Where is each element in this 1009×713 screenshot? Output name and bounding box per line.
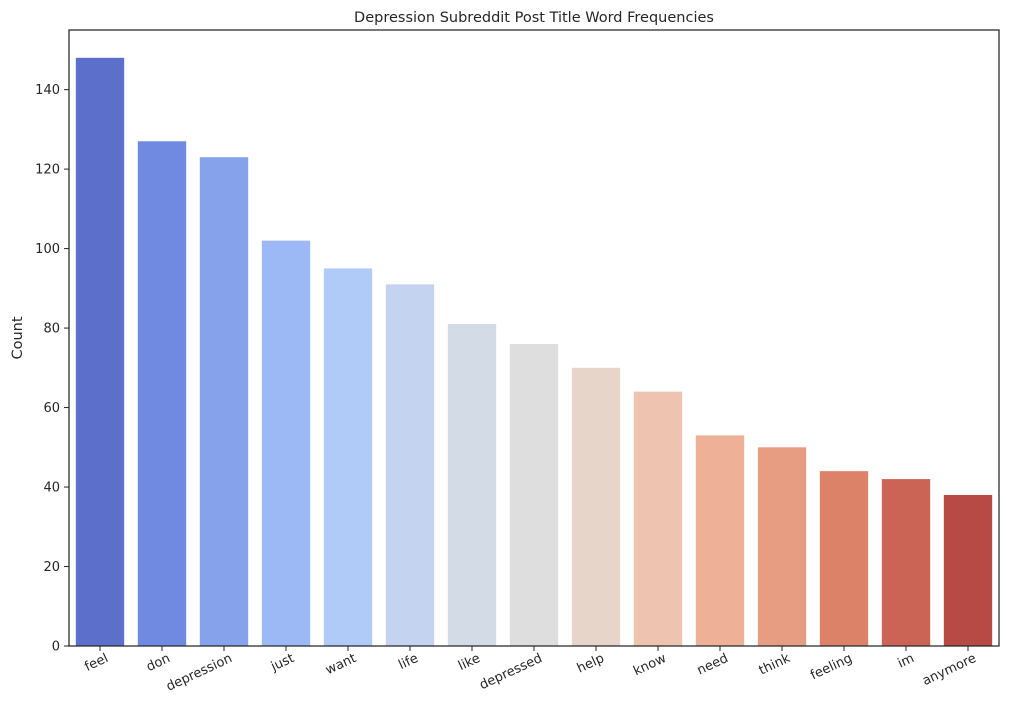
bar-need [695, 435, 745, 646]
x-tick-label: help [575, 651, 607, 676]
bar-depression [199, 157, 249, 646]
x-tick-label: life [396, 651, 420, 673]
bar-anymore [943, 494, 993, 646]
x-tick-label: feeling [808, 651, 854, 683]
x-tick-label: im [896, 651, 917, 671]
y-tick-label: 0 [52, 640, 60, 655]
bar-depressed [509, 343, 559, 646]
x-tick-label: depressed [477, 651, 544, 693]
bar-feel [75, 57, 125, 647]
bars-group [75, 57, 993, 647]
y-tick-label: 80 [43, 322, 60, 337]
bar-just [261, 240, 311, 646]
x-tick-label: depression [164, 651, 235, 695]
y-tick-label: 20 [43, 560, 60, 575]
x-tick-label: feel [82, 651, 110, 675]
y-axis-label: Count [10, 316, 26, 359]
bar-think [757, 447, 807, 646]
chart-title: Depression Subreddit Post Title Word Fre… [354, 10, 714, 26]
x-tick-label: just [268, 651, 297, 675]
bar-don [137, 141, 187, 647]
x-tick-label: anymore [920, 651, 979, 689]
bar-life [385, 284, 435, 646]
bar-like [447, 324, 497, 646]
y-tick-label: 100 [35, 242, 60, 257]
y-tick-label: 40 [43, 481, 60, 496]
y-tick-label: 140 [35, 83, 60, 98]
x-tick-label: like [456, 651, 483, 674]
y-ticks: 0 20 40 60 80 100 120 140 [35, 83, 69, 655]
x-tick-label: don [144, 651, 173, 675]
x-tick-label: know [631, 651, 669, 679]
bar-want [323, 268, 373, 646]
bar-feeling [819, 471, 869, 646]
axes-frame [68, 29, 1000, 647]
bar-help [571, 367, 621, 646]
x-tick-label: want [323, 651, 358, 678]
y-tick-label: 60 [43, 401, 60, 416]
bar-im [881, 479, 931, 646]
x-tick-label: need [695, 651, 731, 678]
bar-know [633, 391, 683, 646]
y-tick-label: 120 [35, 163, 60, 178]
x-tick-label: think [757, 651, 793, 679]
